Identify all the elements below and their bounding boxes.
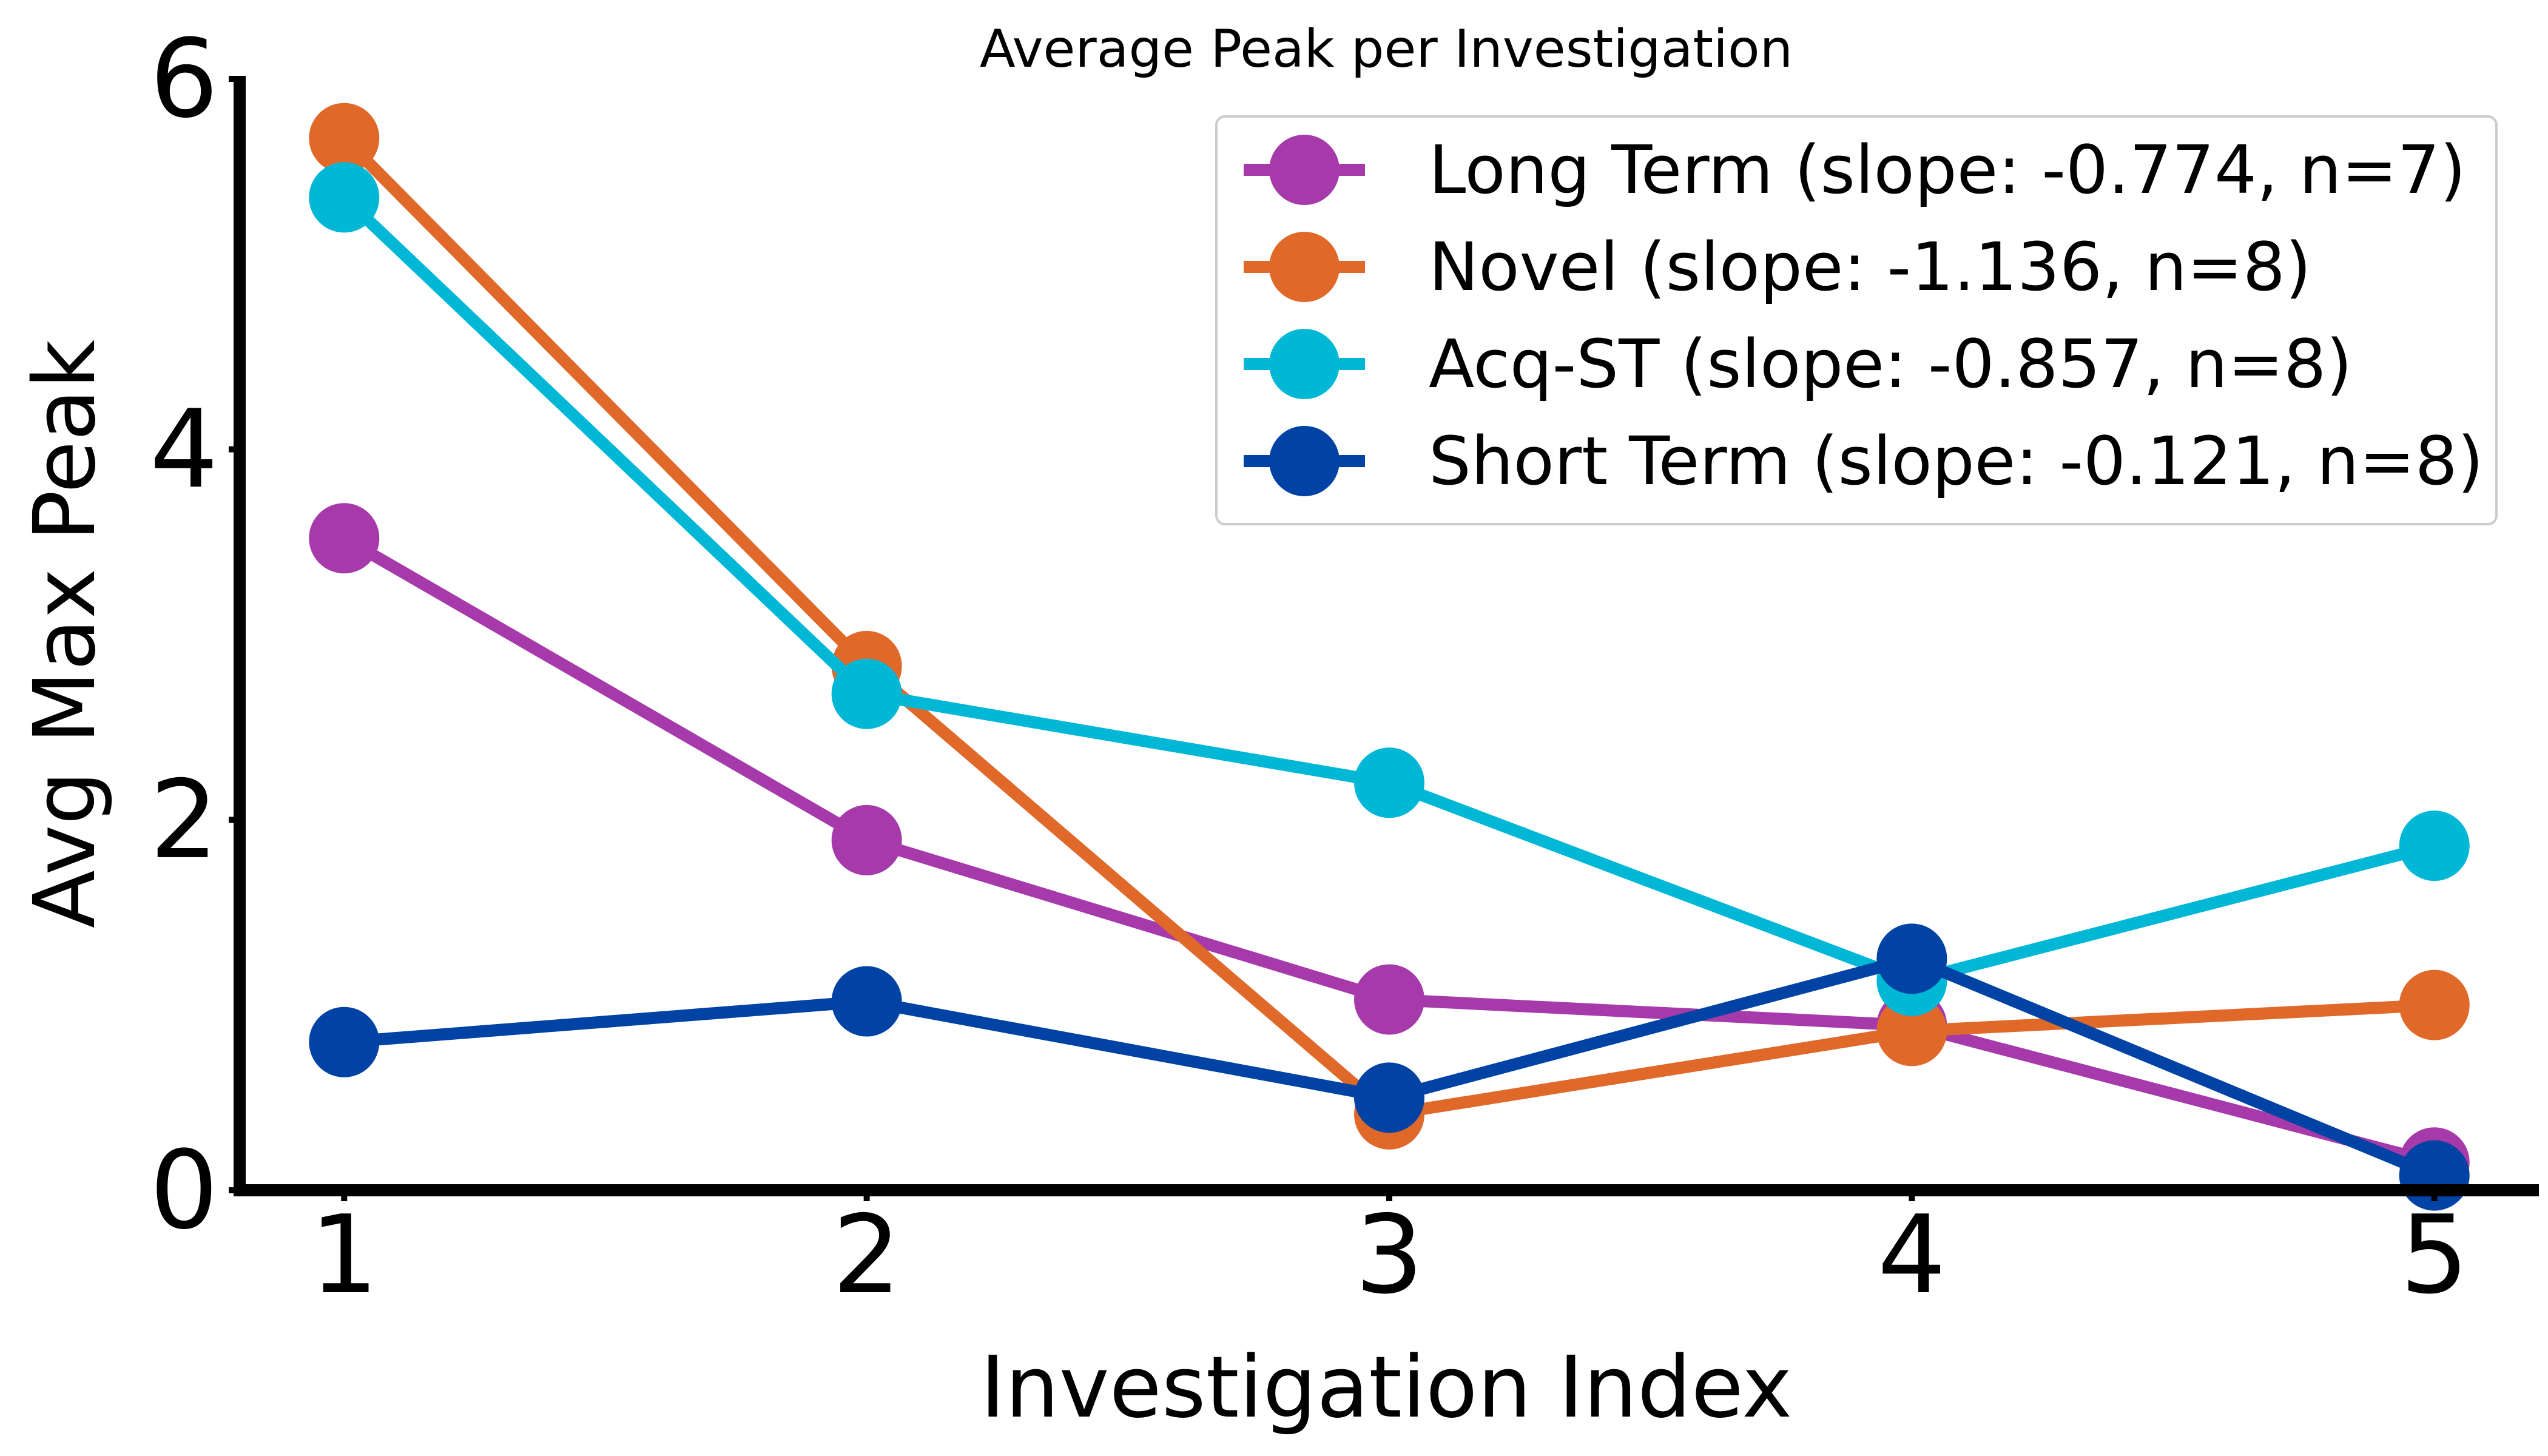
legend-label: Long Term (slope: -0.774, n=7) <box>1429 131 2466 209</box>
legend-item-2: Acq-ST (slope: -0.857, n=8) <box>1244 325 2352 403</box>
x-tick-label: 2 <box>832 1192 901 1318</box>
legend-swatch-marker <box>1269 329 1340 399</box>
x-tick-label: 3 <box>1355 1192 1423 1318</box>
data-point-3-0 <box>309 1006 380 1077</box>
y-axis-label: Avg Max Peak <box>16 340 115 928</box>
data-point-0-0 <box>309 503 380 574</box>
series-3 <box>309 923 2470 1211</box>
legend-swatch-marker <box>1269 232 1340 302</box>
axis-ticks: 1 2 3 4 5 0 2 4 6 <box>150 16 2469 1318</box>
data-point-0-1 <box>831 804 902 875</box>
legend-item-0: Long Term (slope: -0.774, n=7) <box>1244 131 2466 209</box>
legend-item-1: Novel (slope: -1.136, n=8) <box>1244 228 2311 306</box>
data-point-3-2 <box>1354 1062 1424 1133</box>
chart-title: Average Peak per Investigation <box>980 19 1793 79</box>
data-point-0-2 <box>1354 964 1424 1035</box>
y-tick-label: 6 <box>150 16 218 142</box>
legend-label: Acq-ST (slope: -0.857, n=8) <box>1429 325 2352 403</box>
x-tick-label: 1 <box>310 1192 379 1318</box>
data-point-2-0 <box>309 162 380 233</box>
data-point-1-3 <box>1876 996 1947 1067</box>
x-tick-label: 4 <box>1878 1192 1946 1318</box>
y-tick-label: 2 <box>150 757 218 883</box>
plot-area <box>309 103 2470 1211</box>
legend-item-3: Short Term (slope: -0.121, n=8) <box>1244 422 2484 500</box>
data-point-2-2 <box>1354 747 1424 818</box>
data-point-3-3 <box>1876 923 1947 994</box>
data-point-3-1 <box>831 966 902 1037</box>
legend-swatch-marker <box>1269 426 1340 496</box>
legend-swatch-marker <box>1269 135 1340 205</box>
series-0 <box>309 503 2470 1198</box>
legend: Long Term (slope: -0.774, n=7) Novel (slo… <box>1215 115 2498 525</box>
data-point-2-4 <box>2399 811 2470 881</box>
x-tick-label: 5 <box>2400 1192 2469 1318</box>
data-point-2-1 <box>831 658 902 729</box>
y-tick-label: 0 <box>150 1128 218 1253</box>
y-tick-label: 4 <box>150 386 218 512</box>
legend-frame <box>1215 115 2498 525</box>
legend-label: Short Term (slope: -0.121, n=8) <box>1429 422 2484 500</box>
series-2 <box>309 162 2470 1016</box>
legend-label: Novel (slope: -1.136, n=8) <box>1429 228 2311 306</box>
data-point-1-0 <box>309 103 380 174</box>
data-point-1-4 <box>2399 969 2470 1040</box>
x-axis-label: Investigation Index <box>980 1338 1792 1437</box>
